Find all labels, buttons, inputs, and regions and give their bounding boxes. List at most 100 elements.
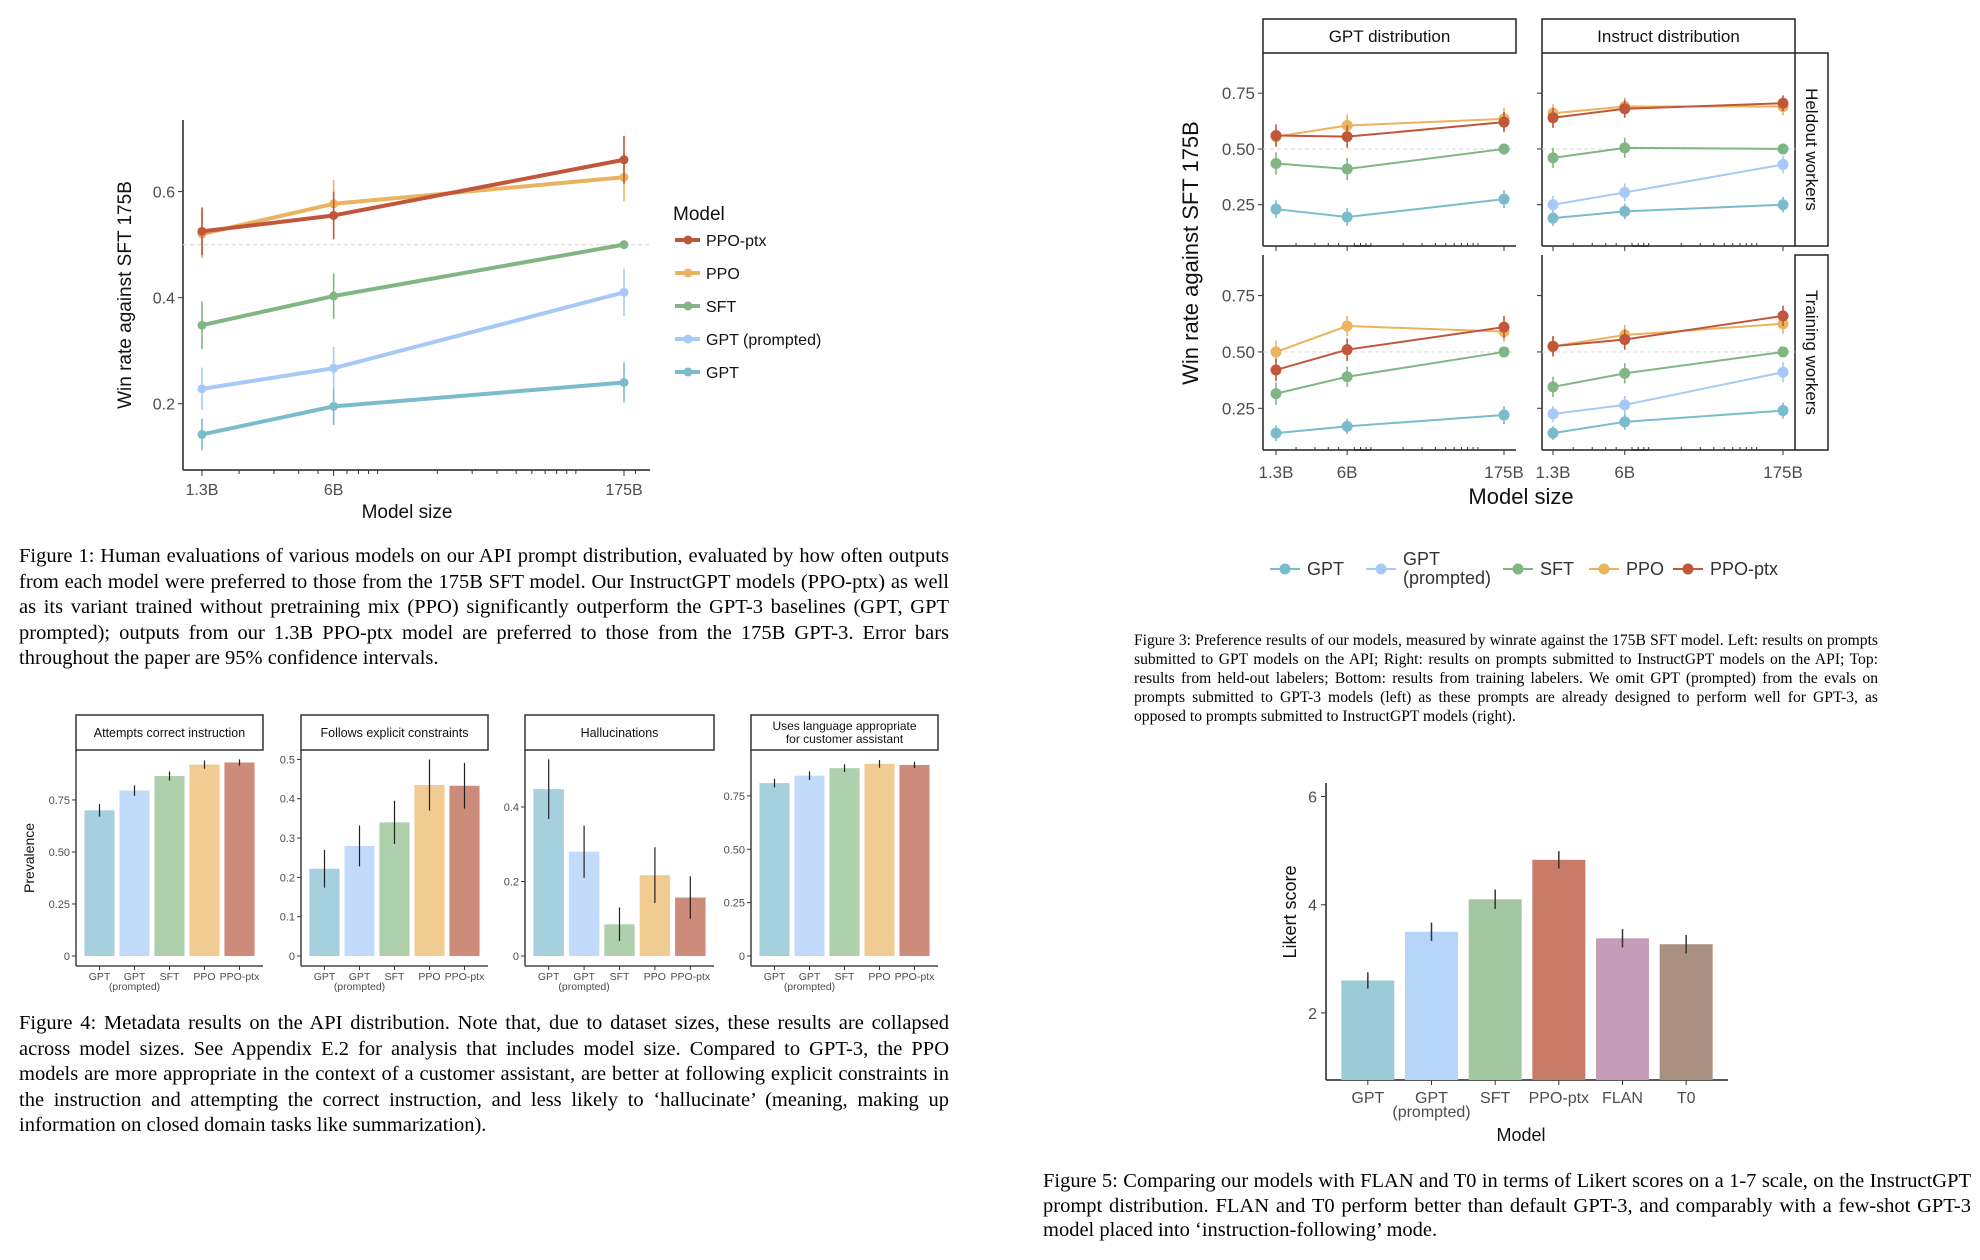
fig3-data-point <box>1547 381 1559 393</box>
fig5-y-tick-label: 4 <box>1308 898 1317 915</box>
fig3-data-point <box>1547 212 1559 224</box>
fig4-y-tick-label: 0.5 <box>280 754 295 766</box>
fig5-x-tick-sublabel: (prompted) <box>1392 1104 1470 1121</box>
fig3-legend-dot <box>1598 563 1610 575</box>
fig4-y-tick-label: 0.25 <box>49 899 70 911</box>
fig4-panel-title: Follows explicit constraints <box>321 726 469 740</box>
fig3-x-tick-label: 175B <box>1763 463 1803 482</box>
fig3-y-tick-label: 0.25 <box>1222 196 1255 215</box>
fig4-y-tick-label: 0.1 <box>280 912 295 924</box>
fig1-data-point <box>329 291 339 301</box>
fig4-y-tick-label: 0.25 <box>724 898 745 910</box>
fig5-x-tick-label: GPT <box>1351 1090 1384 1107</box>
fig3-data-point <box>1498 321 1510 333</box>
fig3-data-point <box>1547 199 1559 211</box>
fig3-legend-label: GPT <box>1403 549 1440 569</box>
fig4-y-tick-label: 0.3 <box>280 833 295 845</box>
figure5-caption: Figure 5: Comparing our models with FLAN… <box>1043 1170 1971 1241</box>
fig4-x-tick-label: GPT <box>538 971 560 983</box>
fig3-y-tick-label: 0.50 <box>1222 140 1255 159</box>
fig4-bar <box>414 784 445 956</box>
fig5-x-tick-label: SFT <box>1480 1090 1510 1107</box>
fig4-bar <box>224 762 255 956</box>
fig3-row-strip <box>1794 254 1829 451</box>
fig3-series-line-GPT <box>1275 414 1505 435</box>
fig3-data-point <box>1777 97 1789 109</box>
fig4-y-tick-label: 0.2 <box>504 876 519 888</box>
fig4-x-tick-label: PPO-ptx <box>220 971 260 983</box>
fig1-y-tick-label: 0.2 <box>153 397 175 414</box>
fig3-data-point <box>1341 163 1353 175</box>
fig3-data-point <box>1777 405 1789 417</box>
fig4-y-tick-label: 0 <box>64 951 70 963</box>
fig1-legend-dot <box>683 301 693 311</box>
fig3-data-point <box>1498 193 1510 205</box>
fig1-series-line-SFT <box>201 242 625 328</box>
fig3-legend-label: SFT <box>1540 559 1574 579</box>
fig4-x-tick-label: GPT <box>573 971 595 983</box>
fig3-y-axis-label: Win rate against SFT 175B <box>1178 121 1203 385</box>
fig3-data-point <box>1341 371 1353 383</box>
fig1-data-point <box>197 320 207 330</box>
fig1-y-axis-label: Win rate against SFT 175B <box>115 181 136 409</box>
fig4-x-tick-sublabel: (prompted) <box>784 981 835 993</box>
fig1-legend-dot <box>683 334 693 344</box>
fig3-y-tick-label: 0.75 <box>1222 287 1255 306</box>
fig4-y-tick-label: 0.4 <box>504 802 519 814</box>
fig4-bar <box>829 768 860 956</box>
fig3-x-axis-label: Model size <box>1468 484 1573 509</box>
fig3-x-tick-label: 6B <box>1337 463 1358 482</box>
fig5-bar <box>1596 938 1649 1080</box>
fig3-data-point <box>1498 116 1510 128</box>
fig4-bar <box>794 775 825 956</box>
fig4-x-tick-label: GPT <box>799 971 821 983</box>
fig3-data-point <box>1270 427 1282 439</box>
fig4-bar <box>449 785 480 956</box>
fig4-bar <box>154 776 185 956</box>
fig3-data-point <box>1341 420 1353 432</box>
fig1-legend-label: PPO <box>706 266 740 283</box>
fig4-y-axis-label: Prevalence <box>21 823 37 893</box>
fig4-x-tick-label: PPO <box>644 971 666 983</box>
fig3-legend-dot <box>1375 563 1387 575</box>
fig5-bar <box>1532 859 1586 1080</box>
fig3-y-tick-label: 0.25 <box>1222 399 1255 418</box>
fig4-y-tick-label: 0.50 <box>724 844 745 856</box>
fig4-panel-strip <box>300 714 489 751</box>
fig3-data-point <box>1270 130 1282 142</box>
fig3-row-title: Training workers <box>1802 290 1821 415</box>
fig1-legend-dot <box>683 235 693 245</box>
fig5-y-tick-label: 6 <box>1308 790 1317 807</box>
fig3-series-line-SFT <box>1552 350 1784 388</box>
fig3-series-line-PPO <box>1275 325 1505 353</box>
fig1-legend-title: Model <box>673 204 725 225</box>
fig3-series-line-GPT <box>1552 203 1784 220</box>
fig5-x-tick-label: T0 <box>1677 1090 1696 1107</box>
fig4-panel-title: Hallucinations <box>581 726 659 740</box>
fig3-series-line-SFT <box>1275 350 1505 395</box>
fig1-x-tick-label: 6B <box>324 482 344 499</box>
fig3-legend-dot <box>1279 563 1291 575</box>
fig3-series-line-PPO <box>1275 117 1505 138</box>
fig1-data-point <box>329 363 339 373</box>
fig4-x-tick-label: PPO <box>868 971 890 983</box>
fig1-data-point <box>619 287 629 297</box>
fig3-data-point <box>1619 334 1631 346</box>
fig5-x-tick-label: FLAN <box>1602 1090 1643 1107</box>
fig4-y-tick-label: 0.50 <box>49 847 70 859</box>
fig3-column-strip <box>1262 18 1517 54</box>
fig3-column-title: GPT distribution <box>1329 27 1451 46</box>
fig4-y-tick-label: 0 <box>739 951 745 963</box>
fig3-data-point <box>1270 364 1282 376</box>
fig3-data-point <box>1777 346 1789 358</box>
fig1-x-tick-label: 1.3B <box>186 482 219 499</box>
fig4-x-tick-label: GPT <box>124 971 146 983</box>
fig4-x-tick-label: PPO-ptx <box>895 971 935 983</box>
fig5-bar <box>1341 980 1395 1080</box>
fig4-panel-title-line2: for customer assistant <box>786 732 904 746</box>
fig3-data-point <box>1619 399 1631 411</box>
fig1-legend-label: PPO-ptx <box>706 233 766 250</box>
fig3-legend-dot <box>1682 563 1694 575</box>
fig1-data-point <box>197 384 207 394</box>
